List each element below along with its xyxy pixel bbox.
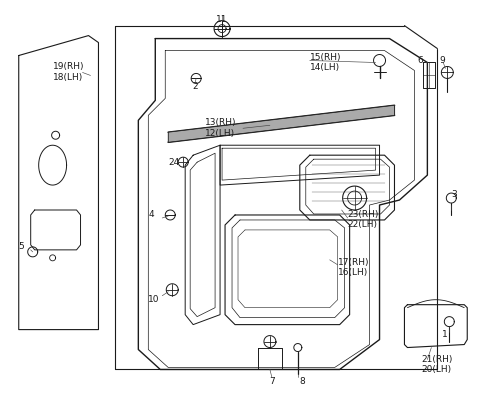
Text: 23(RH)
22(LH): 23(RH) 22(LH)	[348, 210, 379, 229]
Text: 4: 4	[148, 210, 154, 219]
Text: 9: 9	[439, 56, 445, 64]
Text: 8: 8	[299, 377, 305, 386]
Text: 24: 24	[168, 158, 180, 167]
Text: 17(RH)
16(LH): 17(RH) 16(LH)	[337, 258, 369, 277]
Text: 6: 6	[418, 56, 423, 64]
Text: 10: 10	[148, 295, 160, 304]
Text: 7: 7	[269, 377, 275, 386]
Polygon shape	[168, 105, 395, 142]
Text: 15(RH)
14(LH): 15(RH) 14(LH)	[310, 53, 341, 72]
Text: 11: 11	[216, 15, 228, 24]
Text: 21(RH)
20(LH): 21(RH) 20(LH)	[421, 354, 453, 374]
Text: 19(RH)
18(LH): 19(RH) 18(LH)	[53, 62, 84, 82]
Text: 1: 1	[443, 330, 448, 339]
Text: 13(RH)
12(LH): 13(RH) 12(LH)	[205, 118, 237, 138]
Text: 2: 2	[192, 82, 198, 92]
Text: 5: 5	[19, 242, 24, 251]
Text: 3: 3	[451, 190, 457, 199]
